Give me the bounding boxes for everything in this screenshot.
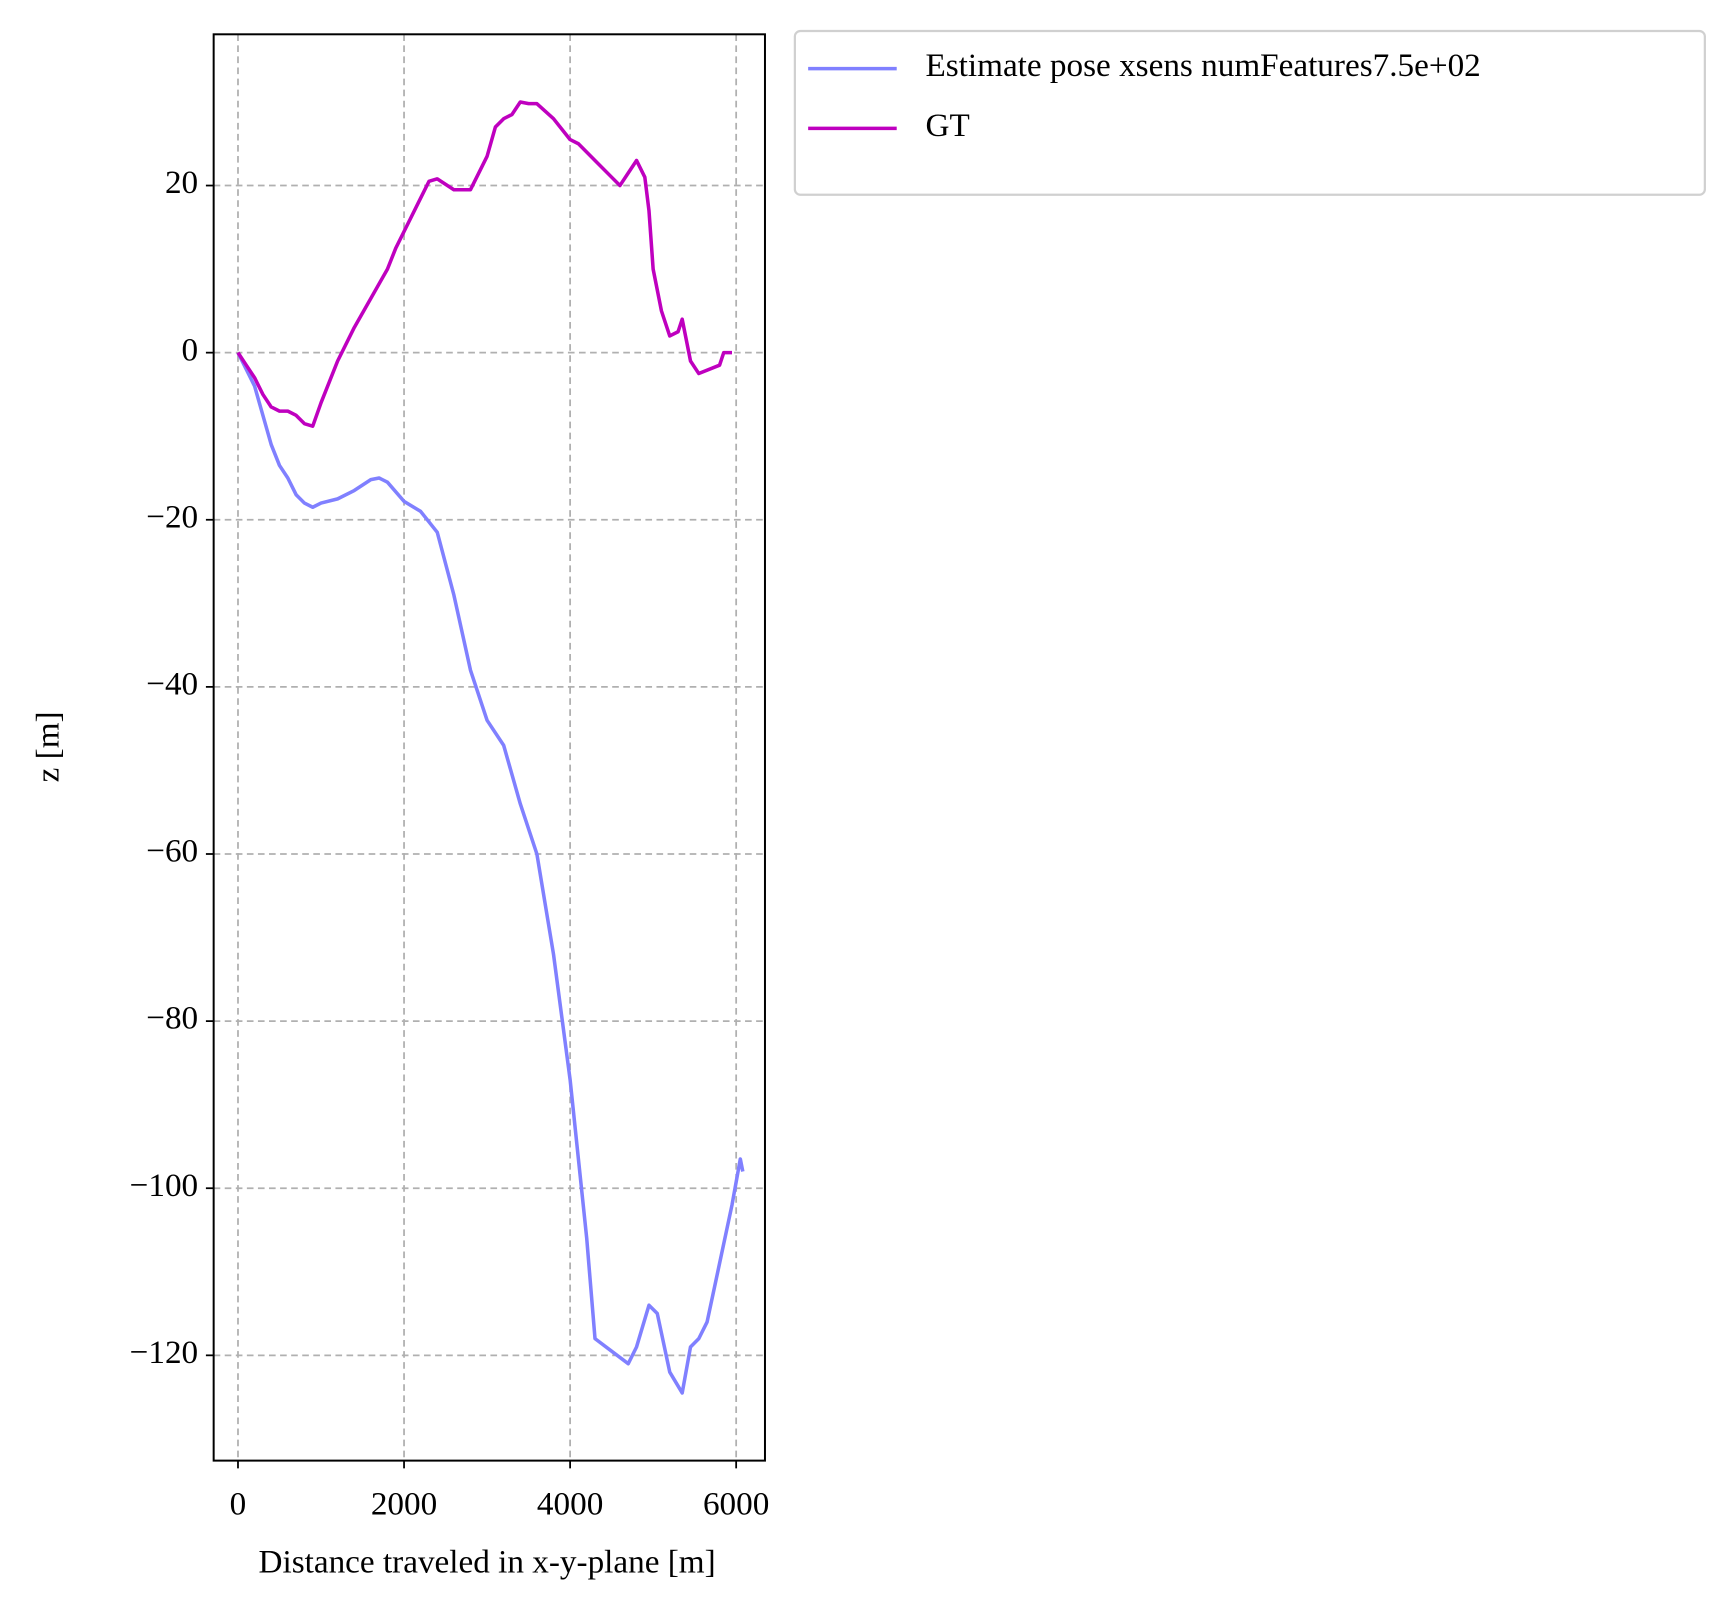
y-tick-label: −80: [146, 1000, 198, 1037]
y-tick-label: 20: [165, 164, 198, 201]
plot-frame: [212, 33, 766, 1462]
data-line: [236, 100, 733, 428]
y-tick-label: −100: [130, 1167, 199, 1204]
y-tick-label: −120: [130, 1334, 199, 1371]
y-axis-label: z [m]: [30, 711, 67, 782]
x-axis-label: Distance traveled in x-y-plane [m]: [259, 1543, 716, 1580]
x-tick-label: 2000: [371, 1486, 437, 1523]
legend-box: [793, 29, 1706, 196]
legend-label: GT: [925, 107, 969, 144]
y-tick-label: 0: [182, 331, 199, 368]
x-tick-label: 0: [230, 1486, 247, 1523]
x-tick-label: 6000: [703, 1486, 769, 1523]
y-tick-label: −40: [146, 666, 198, 703]
data-line: [236, 351, 745, 1395]
x-tick-label: 4000: [537, 1486, 603, 1523]
y-tick-label: −20: [146, 498, 198, 535]
y-tick-label: −60: [146, 833, 198, 870]
legend-label: Estimate pose xsens numFeatures7.5e+02: [925, 47, 1480, 84]
